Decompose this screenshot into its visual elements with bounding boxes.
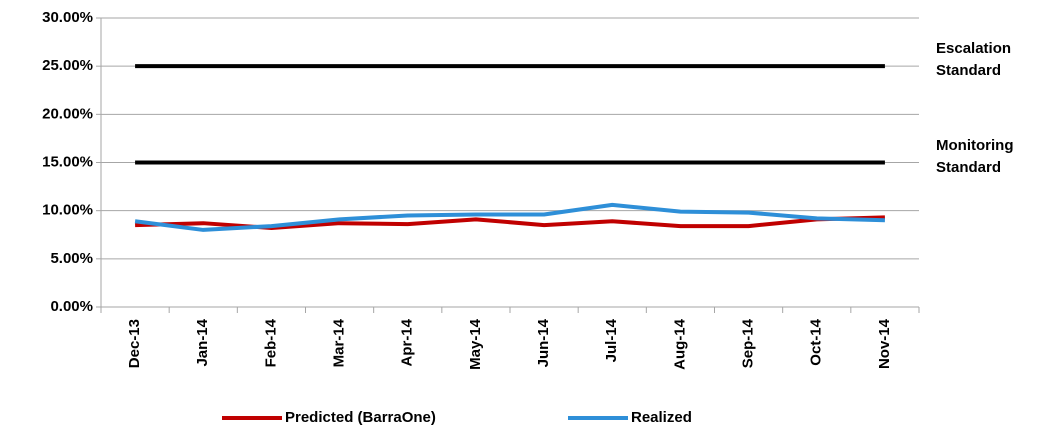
- y-tick-label: 0.00%: [50, 298, 93, 315]
- reference-label: Monitoring Standard: [936, 136, 1014, 176]
- y-tick-label: 10.00%: [42, 202, 93, 219]
- y-tick-label: 20.00%: [42, 105, 93, 122]
- x-tick-label: Apr-14: [399, 318, 416, 366]
- series-line: [134, 202, 885, 232]
- x-tick-label: Jun-14: [535, 318, 552, 367]
- x-tick-label: Sep-14: [740, 318, 757, 368]
- y-tick-label: 30.00%: [42, 9, 93, 26]
- legend-label: Realized: [631, 409, 692, 426]
- y-tick-label: 5.00%: [50, 250, 93, 267]
- legend-label: Predicted (BarraOne): [285, 409, 436, 426]
- x-tick-label: Jul-14: [603, 318, 620, 362]
- y-tick-label: 15.00%: [42, 153, 93, 170]
- x-tick-label: Oct-14: [808, 318, 825, 365]
- x-tick-label: Nov-14: [876, 318, 893, 369]
- x-tick-label: Feb-14: [262, 318, 279, 367]
- x-tick-label: Mar-14: [331, 318, 348, 367]
- reference-label: Escalation Standard: [936, 40, 1012, 80]
- x-tick-label: Aug-14: [671, 318, 688, 369]
- x-tick-label: Dec-13: [126, 319, 143, 368]
- y-tick-label: 25.00%: [42, 57, 93, 74]
- x-tick-label: Jan-14: [194, 318, 211, 366]
- x-tick-label: May-14: [467, 318, 484, 370]
